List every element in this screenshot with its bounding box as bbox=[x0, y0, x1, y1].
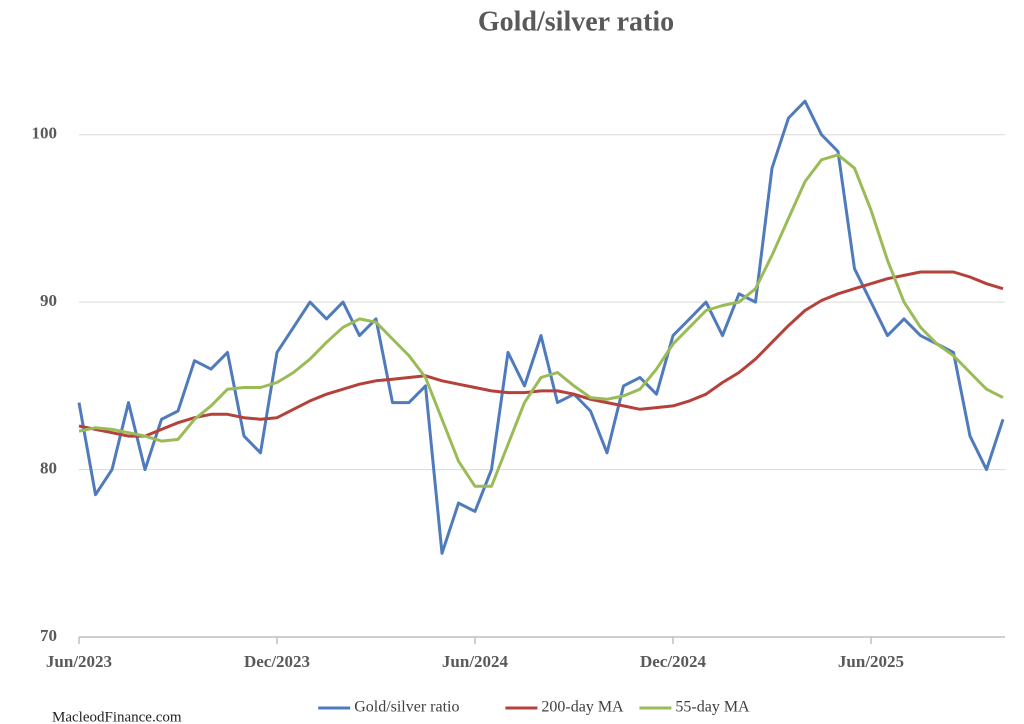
data-line bbox=[77, 99, 1005, 555]
y-tick-label: 90 bbox=[40, 291, 57, 310]
chart-title: Gold/silver ratio bbox=[478, 6, 674, 37]
x-tick-label: Dec/2023 bbox=[244, 652, 310, 671]
data-line bbox=[78, 270, 1004, 438]
y-tick-label: 80 bbox=[40, 458, 57, 477]
y-tick-label: 70 bbox=[40, 626, 57, 645]
source: MacleodFinance.com bbox=[52, 709, 182, 724]
legend-label: 200-day MA bbox=[541, 699, 624, 716]
x-tick-label: Dec/2024 bbox=[640, 652, 707, 671]
x-tick-label: Jun/2024 bbox=[442, 652, 509, 671]
y-tick-label: 100 bbox=[32, 124, 58, 143]
legend-label: 55-day MA bbox=[675, 699, 750, 716]
data-line bbox=[78, 153, 1004, 488]
x-tick-label: Jun/2023 bbox=[46, 652, 112, 671]
legend-label: Gold/silver ratio bbox=[354, 699, 459, 716]
x-tick-label: Jun/2025 bbox=[838, 652, 904, 671]
